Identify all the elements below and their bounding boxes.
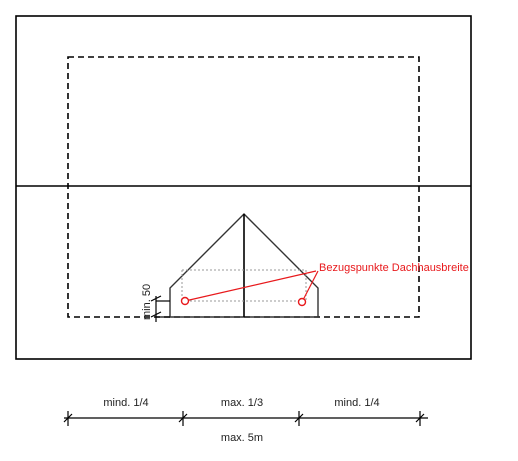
reference-point-right xyxy=(297,297,307,307)
reference-leader xyxy=(301,270,319,303)
reference-points: Bezugspunkte Dachhausbreite xyxy=(180,262,469,307)
max-middle-label: max. 1/3 xyxy=(221,397,263,409)
roof-area-boundary xyxy=(67,56,420,318)
min-height-dimension xyxy=(150,295,170,322)
reference-points-label: Bezugspunkte Dachhausbreite xyxy=(319,262,469,274)
dormer xyxy=(169,213,319,318)
dormer-hidden-lines xyxy=(181,269,307,302)
reference-point-left xyxy=(180,296,190,306)
min-height-label: min. 50 xyxy=(141,284,153,320)
reference-connector xyxy=(184,270,317,302)
dormer-outline xyxy=(169,213,319,318)
min-left-label: mind. 1/4 xyxy=(103,397,148,409)
max-width-label: max. 5m xyxy=(221,432,263,444)
width-dimension-chain xyxy=(63,411,428,426)
min-right-label: mind. 1/4 xyxy=(334,397,379,409)
facade-outline xyxy=(15,15,472,360)
